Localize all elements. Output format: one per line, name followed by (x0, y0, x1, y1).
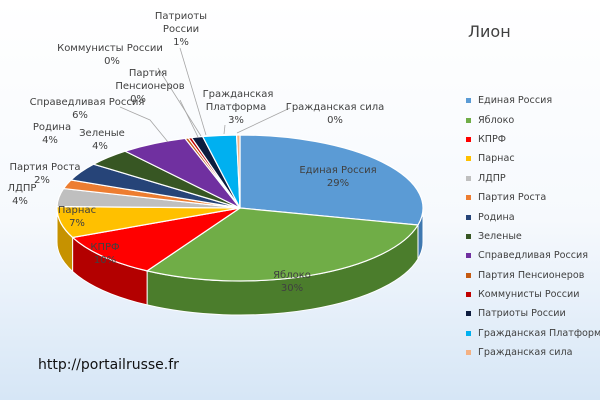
legend-item[interactable]: ЛДПР (466, 169, 600, 188)
slice-label-rosta-name: Партия Роста (9, 162, 80, 173)
slice-label-pensioner-pct: 0% (130, 94, 146, 105)
pie-slice-1[interactable] (145, 207, 419, 282)
legend-swatch (466, 156, 471, 162)
legend-swatch (466, 292, 471, 298)
legend-item[interactable]: Парнас (466, 149, 600, 168)
legend-item[interactable]: Зеленые (466, 227, 600, 246)
leader-line-pensioner (179, 99, 199, 138)
legend-item[interactable]: КПРФ (466, 130, 600, 149)
pie-slice-2[interactable] (71, 207, 241, 272)
slice-label-edinaya-pct: 29% (327, 178, 349, 189)
legend-label: Справедливая Россия (478, 250, 589, 262)
legend-item[interactable]: Яблоко (466, 110, 600, 129)
leader-lines (119, 47, 291, 143)
leader-line-spravedl (119, 106, 169, 143)
slice-label-patrioty-line1: Патриоты (155, 11, 207, 22)
legend-item[interactable]: Родина (466, 207, 600, 226)
slice-label-ldpr-name: ЛДПР (8, 183, 37, 194)
leader-line-kommunisty (157, 67, 202, 137)
legend-item[interactable]: Патриоты России (466, 304, 600, 323)
slice-label-sila-pct: 0% (327, 115, 343, 126)
chart-title: Лион (468, 22, 511, 41)
slice-label-parnas-pct: 7% (69, 218, 85, 229)
leader-line-patrioty (179, 47, 207, 136)
slice-label-kommunisty-pct: 0% (104, 56, 120, 67)
legend-label: Коммунисты России (478, 289, 580, 301)
legend-swatch (466, 272, 471, 278)
slice-label-edinaya-name: Единая Россия (299, 165, 376, 176)
pie-slice-13[interactable] (235, 134, 241, 209)
legend-swatch (466, 214, 471, 220)
slice-label-yabloko-name: Яблоко (273, 270, 311, 281)
slice-label-spravedl-pct: 6% (72, 110, 88, 121)
leader-line-sila (236, 107, 291, 134)
legend-swatch (466, 233, 471, 239)
legend-label: Яблоко (478, 114, 515, 126)
legend-label: Единая Россия (478, 95, 553, 107)
legend-label: Зеленые (478, 230, 522, 242)
slice-label-patrioty-pct: 1% (173, 37, 189, 48)
legend-item[interactable]: Коммунисты России (466, 285, 600, 304)
slice-label-zelenye-pct: 4% (92, 141, 108, 152)
slice-label-pensioner-line2: Пенсионеров (115, 81, 184, 92)
slice-label-pensioner-line1: Партия (129, 68, 167, 79)
legend-item[interactable]: Единая Россия (466, 91, 600, 110)
legend-item[interactable]: Гражданская сила (466, 343, 600, 362)
legend-label: Родина (478, 211, 515, 223)
legend-swatch (466, 136, 471, 142)
legend-item[interactable]: Партия Пенсионеров (466, 266, 600, 285)
legend-item[interactable]: Гражданская Платформа (466, 324, 600, 343)
slice-label-yabloko-pct: 30% (281, 283, 303, 294)
legend-label: КПРФ (478, 133, 507, 145)
legend: Единая Россия Яблоко КПРФ Парнас ЛДПР Партия … (466, 91, 600, 362)
legend-swatch (466, 117, 471, 123)
slice-label-zelenye-name: Зеленые (79, 128, 125, 139)
slice-label-rosta-pct: 2% (34, 175, 50, 186)
leader-line-platforma (223, 124, 226, 135)
legend-swatch (466, 175, 471, 181)
slice-label-platforma-pct: 3% (228, 115, 244, 126)
legend-label: Партия Пенсионеров (478, 269, 585, 281)
slice-label-platforma-line2: Платформа (206, 102, 267, 113)
slice-label-kommunisty-name: Коммунисты России (57, 43, 163, 54)
pie-top-layer (56, 134, 424, 282)
slice-label-kprf-name: КПРФ (90, 242, 120, 253)
slice-label-patrioty-line2: России (163, 24, 199, 35)
source-url[interactable]: http://portailrusse.fr (38, 357, 179, 373)
legend-swatch (466, 330, 471, 336)
slice-label-sila-name: Гражданская сила (286, 102, 385, 113)
legend-label: ЛДПР (478, 172, 506, 184)
slice-label-rodina-pct: 4% (42, 135, 58, 146)
slice-label-kprf-pct: 10% (94, 255, 116, 266)
legend-label: Гражданская Платформа (478, 327, 600, 339)
legend-swatch (466, 98, 471, 104)
legend-label: Патриоты России (478, 308, 566, 320)
pie-slice-0[interactable] (239, 134, 424, 226)
legend-swatch (466, 311, 471, 317)
legend-label: Партия Роста (478, 192, 547, 204)
slice-label-spravedl-name: Справедливая Россия (30, 97, 145, 108)
legend-swatch (466, 253, 471, 259)
legend-label: Гражданская сила (478, 347, 573, 359)
legend-item[interactable]: Партия Роста (466, 188, 600, 207)
legend-item[interactable]: Справедливая Россия (466, 246, 600, 265)
legend-swatch (466, 195, 471, 201)
legend-label: Парнас (478, 153, 515, 165)
slice-label-platforma-line1: Гражданская (203, 89, 274, 100)
slice-label-parnas-name: Парнас (58, 205, 96, 216)
slice-label-ldpr-pct: 4% (12, 196, 28, 207)
legend-swatch (466, 350, 471, 356)
slice-label-rodina-name: Родина (33, 122, 71, 133)
